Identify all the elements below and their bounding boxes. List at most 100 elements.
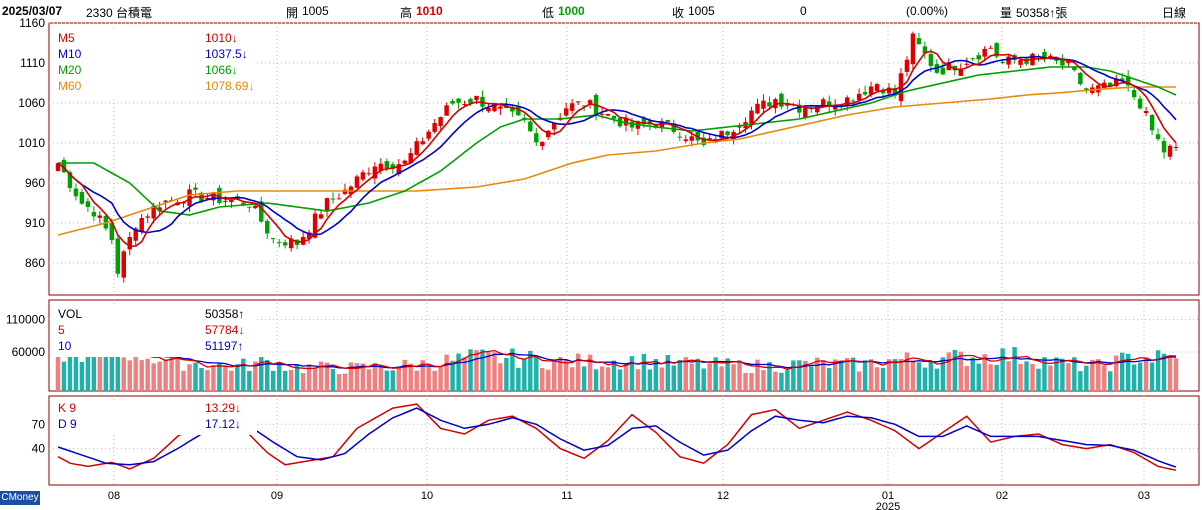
candle-body bbox=[749, 110, 754, 125]
candle-body bbox=[456, 98, 461, 103]
volume-bar bbox=[187, 364, 192, 391]
change-value: 0 bbox=[800, 4, 807, 18]
candle-body bbox=[354, 176, 360, 188]
price-tick-label: 910 bbox=[25, 216, 45, 230]
volume-bar bbox=[755, 359, 760, 391]
volume-bar bbox=[892, 359, 898, 391]
ma5-line bbox=[57, 50, 1177, 248]
candle-body bbox=[157, 207, 162, 212]
volume-bar bbox=[761, 370, 766, 391]
candle-body bbox=[1048, 55, 1053, 58]
candle-body bbox=[964, 63, 969, 65]
volume-bar bbox=[1102, 365, 1107, 391]
candle-body bbox=[324, 198, 330, 212]
volume-bar bbox=[259, 357, 264, 391]
grid-lines bbox=[49, 22, 1199, 485]
candle-body bbox=[1054, 59, 1059, 61]
volume-legend-value: 51197↑ bbox=[205, 339, 243, 353]
candle-body bbox=[318, 214, 324, 219]
volume-bar bbox=[886, 359, 892, 391]
candle-body bbox=[145, 216, 150, 218]
volume-bar bbox=[1090, 359, 1095, 391]
volume-bar bbox=[1006, 361, 1011, 391]
ma20-line bbox=[58, 66, 1177, 216]
volume-bar bbox=[492, 352, 497, 391]
candle-body bbox=[516, 106, 521, 116]
volume-bar bbox=[300, 373, 306, 391]
volume-bar bbox=[749, 373, 754, 391]
candle-body bbox=[67, 172, 73, 188]
candle-body bbox=[372, 166, 378, 179]
candle-body bbox=[1072, 66, 1077, 71]
volume-bar bbox=[282, 370, 288, 391]
volume-bar bbox=[623, 363, 629, 391]
volume-bar bbox=[324, 362, 330, 391]
candle-body bbox=[1066, 61, 1071, 64]
candle-body bbox=[695, 131, 700, 141]
volume-bar bbox=[163, 359, 168, 391]
volume-bar bbox=[713, 357, 718, 391]
volume-label: 量 bbox=[1000, 6, 1013, 20]
candle-body bbox=[1131, 90, 1137, 98]
candle-body bbox=[1137, 98, 1143, 109]
volume-bar bbox=[432, 370, 437, 391]
volume-bar bbox=[1048, 365, 1053, 391]
candle-body bbox=[1084, 88, 1089, 92]
candle-body bbox=[1155, 134, 1161, 140]
volume-bar bbox=[821, 360, 826, 391]
volume-bar bbox=[1119, 352, 1125, 391]
volume-bar bbox=[235, 364, 240, 391]
volume-bar bbox=[522, 359, 527, 391]
candle-body bbox=[360, 172, 366, 180]
volume-value: 50358↑張 bbox=[1016, 6, 1068, 20]
volume-legend-name: 10 bbox=[58, 339, 72, 353]
candle-body bbox=[767, 102, 772, 107]
volume-bar bbox=[779, 372, 784, 391]
price-legend-name: M60 bbox=[58, 79, 82, 93]
volume-bar bbox=[743, 372, 748, 391]
candle-body bbox=[73, 188, 79, 197]
volume-bar bbox=[1125, 353, 1131, 391]
volume-bar bbox=[635, 369, 641, 391]
volume-bar bbox=[928, 361, 934, 391]
volume-bar bbox=[922, 367, 928, 391]
open-value: 1005 bbox=[302, 4, 329, 18]
volume-legend-name: VOL bbox=[58, 307, 82, 321]
candle-body bbox=[426, 131, 431, 139]
volume-bar bbox=[1131, 364, 1137, 391]
volume-bar bbox=[139, 360, 144, 391]
candle-body bbox=[892, 88, 898, 96]
kd-legend-name: K 9 bbox=[58, 401, 76, 415]
price-tick-label: 1160 bbox=[19, 16, 45, 30]
volume-bar bbox=[55, 343, 61, 391]
volume-bar bbox=[528, 350, 533, 391]
period-label[interactable]: 日線 bbox=[1162, 6, 1187, 20]
candle-body bbox=[253, 205, 258, 209]
volume-bar bbox=[390, 370, 396, 391]
candle-body bbox=[988, 47, 993, 49]
volume-bar bbox=[474, 350, 479, 391]
volume-bar bbox=[294, 364, 300, 391]
x-axis-labels: 08 09 10 11 12 01 02 03 2025 bbox=[108, 490, 1150, 510]
volume-bar bbox=[450, 360, 455, 391]
volume-bar bbox=[827, 368, 832, 391]
volume-bar bbox=[306, 364, 312, 391]
candle-body bbox=[474, 95, 479, 100]
candle-body bbox=[910, 33, 916, 65]
price-panel-frame bbox=[48, 22, 1200, 296]
kd-panel-frame bbox=[48, 395, 1200, 486]
volume-bar bbox=[970, 357, 975, 391]
volume-bar bbox=[910, 360, 916, 391]
candle-body bbox=[719, 130, 724, 139]
candle-body bbox=[414, 141, 419, 155]
volume-bar bbox=[253, 361, 258, 391]
candle-body bbox=[151, 205, 156, 219]
volume-bars bbox=[55, 340, 1179, 391]
volume-bar bbox=[211, 365, 216, 391]
volume-bar bbox=[581, 366, 587, 391]
cmoney-badge: CMoney bbox=[0, 491, 40, 505]
candle-body bbox=[605, 113, 611, 116]
high-value: 1010 bbox=[416, 4, 443, 18]
candle-body bbox=[282, 242, 288, 246]
